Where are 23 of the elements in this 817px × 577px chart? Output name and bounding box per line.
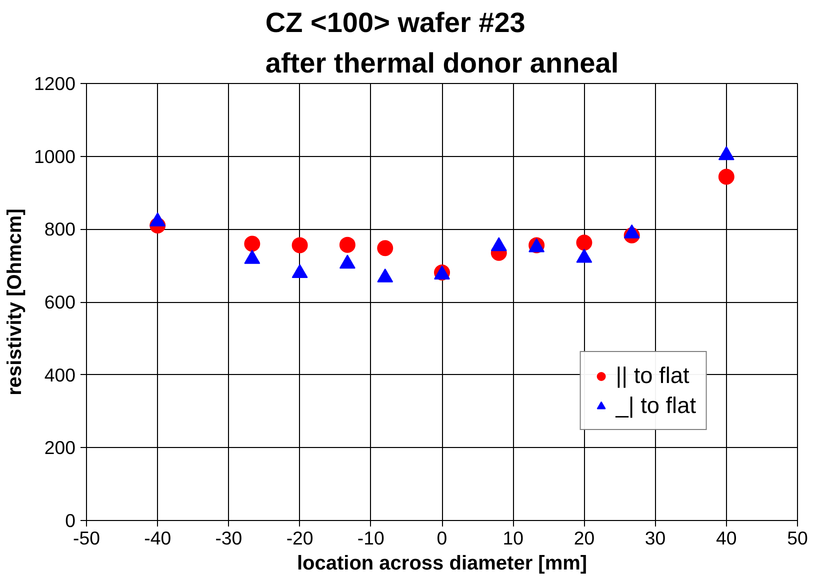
x-axis-title: location across diameter [mm]	[296, 552, 588, 574]
x-tick-label: -10	[357, 528, 384, 548]
x-tick-label: 30	[644, 528, 666, 548]
legend-label: || to flat	[616, 362, 690, 389]
x-tick-label: 20	[574, 528, 595, 548]
y-tick-label: 200	[44, 437, 76, 458]
x-tick-label: 50	[787, 528, 808, 548]
x-tick-label: 40	[716, 528, 737, 548]
y-tick-label: 800	[44, 218, 76, 240]
x-tick-label: 0	[436, 528, 448, 548]
x-tick-label: -30	[215, 528, 242, 548]
x-tick-label: -20	[286, 528, 314, 548]
x-tick-label: -40	[144, 528, 172, 548]
x-tick-label: 10	[502, 528, 524, 548]
y-tick-label: 1200	[34, 73, 76, 94]
legend-label: _| to flat	[616, 392, 696, 419]
y-tick-label: 0	[65, 510, 76, 531]
y-tick-label: 400	[44, 364, 76, 386]
y-axis-title: resistivity [Ohmcm]	[4, 208, 26, 396]
y-tick-label: 1000	[34, 146, 76, 167]
chart-title: CZ <100> wafer #23 after thermal donor anneal	[265, 7, 619, 78]
x-tick-label: -50	[73, 528, 100, 548]
y-tick-label: 600	[44, 292, 76, 312]
